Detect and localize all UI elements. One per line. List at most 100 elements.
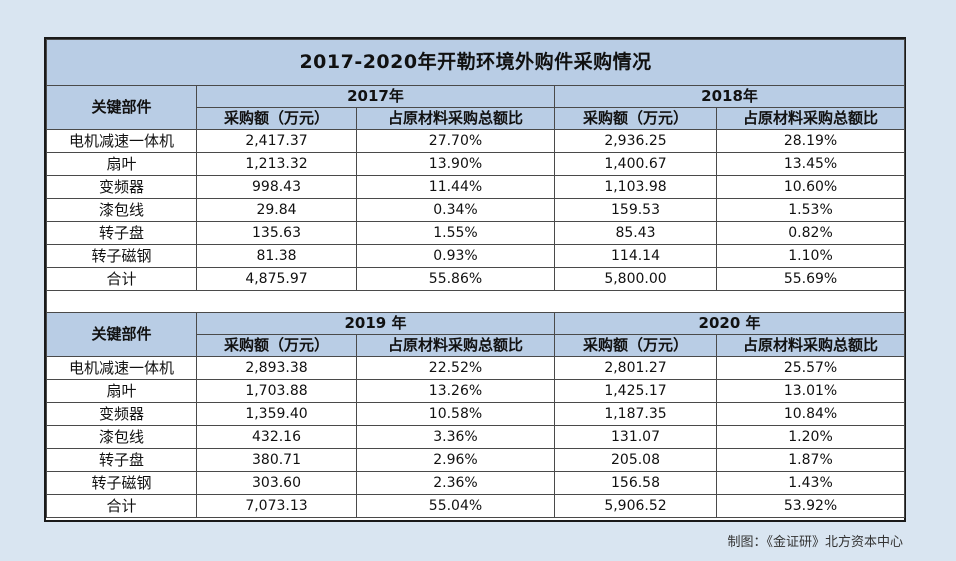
column-header-amount: 采购额（万元） xyxy=(554,107,717,130)
column-header-ratio: 占原材料采购总额比 xyxy=(356,107,555,130)
amount-cell: 1,703.88 xyxy=(196,379,357,403)
ratio-cell: 1.43% xyxy=(715,471,906,495)
table-row: 合计 4,875.97 55.86% 5,800.00 55.69% xyxy=(46,267,906,291)
row-label: 转子盘 xyxy=(46,448,197,472)
amount-cell: 135.63 xyxy=(196,221,357,245)
amount-cell: 29.84 xyxy=(196,198,357,222)
table-row: 转子磁钢 303.60 2.36% 156.58 1.43% xyxy=(46,471,906,495)
year-label: 2020 年 xyxy=(553,312,906,335)
year-label: 2019 年 xyxy=(196,312,555,335)
ratio-cell: 0.82% xyxy=(715,221,906,245)
row-label: 合计 xyxy=(46,494,197,518)
ratio-cell: 11.44% xyxy=(356,175,555,199)
table-row: 变频器 1,359.40 10.58% 1,187.35 10.84% xyxy=(46,402,906,426)
row-label: 转子盘 xyxy=(46,221,197,245)
table-row: 电机减速一体机 2,417.37 27.70% 2,936.25 28.19% xyxy=(46,129,906,153)
amount-cell: 4,875.97 xyxy=(196,267,357,291)
ratio-cell: 1.55% xyxy=(356,221,555,245)
amount-cell: 7,073.13 xyxy=(196,494,357,518)
amount-cell: 1,213.32 xyxy=(196,152,357,176)
amount-cell: 432.16 xyxy=(196,425,357,449)
table-figure: 2017-2020年开勒环境外购件采购情况 关键部件 2017年 2018年 采购额（… xyxy=(44,37,906,522)
amount-cell: 156.58 xyxy=(554,471,717,495)
year-header-row: 关键部件 2019 年 2020 年 xyxy=(46,312,906,357)
amount-cell: 1,103.98 xyxy=(554,175,717,199)
row-label: 电机减速一体机 xyxy=(46,356,197,380)
table-row: 转子盘 380.71 2.96% 205.08 1.87% xyxy=(46,448,906,472)
table-row: 漆包线 29.84 0.34% 159.53 1.53% xyxy=(46,198,906,222)
procurement-table: 2017-2020年开勒环境外购件采购情况 关键部件 2017年 2018年 采购额（… xyxy=(45,39,906,518)
chart-credit: 制图：《金证研》北方资本中心 xyxy=(727,535,903,550)
amount-cell: 2,893.38 xyxy=(196,356,357,380)
amount-cell: 2,936.25 xyxy=(554,129,717,153)
row-label: 合计 xyxy=(46,267,197,291)
row-header-label: 关键部件 xyxy=(46,312,197,357)
year-label: 2018年 xyxy=(553,85,906,108)
amount-cell: 1,359.40 xyxy=(196,402,357,426)
ratio-cell: 55.69% xyxy=(715,267,906,291)
amount-cell: 380.71 xyxy=(196,448,357,472)
amount-cell: 303.60 xyxy=(196,471,357,495)
amount-cell: 81.38 xyxy=(196,244,357,268)
table-row: 扇叶 1,213.32 13.90% 1,400.67 13.45% xyxy=(46,152,906,176)
amount-cell: 998.43 xyxy=(196,175,357,199)
table-row: 电机减速一体机 2,893.38 22.52% 2,801.27 25.57% xyxy=(46,356,906,380)
column-header-amount: 采购额（万元） xyxy=(196,334,357,357)
table-row: 扇叶 1,703.88 13.26% 1,425.17 13.01% xyxy=(46,379,906,403)
column-header-amount: 采购额（万元） xyxy=(554,334,717,357)
ratio-cell: 1.20% xyxy=(715,425,906,449)
ratio-cell: 25.57% xyxy=(715,356,906,380)
row-label: 电机减速一体机 xyxy=(46,129,197,153)
section-spacer xyxy=(45,290,906,313)
ratio-cell: 2.36% xyxy=(356,471,555,495)
amount-cell: 5,906.52 xyxy=(554,494,717,518)
ratio-cell: 10.58% xyxy=(356,402,555,426)
column-header-ratio: 占原材料采购总额比 xyxy=(356,334,555,357)
ratio-cell: 2.96% xyxy=(356,448,555,472)
amount-cell: 1,400.67 xyxy=(554,152,717,176)
ratio-cell: 13.01% xyxy=(715,379,906,403)
column-header-ratio: 占原材料采购总额比 xyxy=(715,107,906,130)
row-label: 转子磁钢 xyxy=(46,244,197,268)
table-row: 转子盘 135.63 1.55% 85.43 0.82% xyxy=(46,221,906,245)
spacer-cell xyxy=(45,290,906,313)
ratio-cell: 0.34% xyxy=(356,198,555,222)
amount-cell: 1,425.17 xyxy=(554,379,717,403)
row-label: 变频器 xyxy=(46,175,197,199)
table-row: 漆包线 432.16 3.36% 131.07 1.20% xyxy=(46,425,906,449)
year-header-row: 关键部件 2017年 2018年 xyxy=(46,85,906,130)
row-label: 扇叶 xyxy=(46,152,197,176)
table-row: 合计 7,073.13 55.04% 5,906.52 53.92% xyxy=(46,494,906,518)
amount-cell: 1,187.35 xyxy=(554,402,717,426)
ratio-cell: 13.90% xyxy=(356,152,555,176)
column-header-row: 采购额（万元） 占原材料采购总额比 采购额（万元） 占原材料采购总额比 xyxy=(47,107,906,130)
table-title: 2017-2020年开勒环境外购件采购情况 xyxy=(45,39,906,86)
ratio-cell: 55.86% xyxy=(356,267,555,291)
amount-cell: 2,801.27 xyxy=(554,356,717,380)
column-header-ratio: 占原材料采购总额比 xyxy=(715,334,906,357)
table-row: 转子磁钢 81.38 0.93% 114.14 1.10% xyxy=(46,244,906,268)
amount-cell: 131.07 xyxy=(554,425,717,449)
amount-cell: 159.53 xyxy=(554,198,717,222)
ratio-cell: 1.53% xyxy=(715,198,906,222)
ratio-cell: 10.60% xyxy=(715,175,906,199)
row-header-label: 关键部件 xyxy=(46,85,197,130)
ratio-cell: 22.52% xyxy=(356,356,555,380)
ratio-cell: 3.36% xyxy=(356,425,555,449)
column-header-amount: 采购额（万元） xyxy=(196,107,357,130)
amount-cell: 5,800.00 xyxy=(554,267,717,291)
ratio-cell: 10.84% xyxy=(715,402,906,426)
row-label: 漆包线 xyxy=(46,198,197,222)
amount-cell: 114.14 xyxy=(554,244,717,268)
ratio-cell: 1.87% xyxy=(715,448,906,472)
ratio-cell: 1.10% xyxy=(715,244,906,268)
ratio-cell: 13.26% xyxy=(356,379,555,403)
row-label: 变频器 xyxy=(46,402,197,426)
amount-cell: 205.08 xyxy=(554,448,717,472)
amount-cell: 2,417.37 xyxy=(196,129,357,153)
ratio-cell: 0.93% xyxy=(356,244,555,268)
ratio-cell: 53.92% xyxy=(715,494,906,518)
ratio-cell: 27.70% xyxy=(356,129,555,153)
table-row: 变频器 998.43 11.44% 1,103.98 10.60% xyxy=(46,175,906,199)
ratio-cell: 28.19% xyxy=(715,129,906,153)
